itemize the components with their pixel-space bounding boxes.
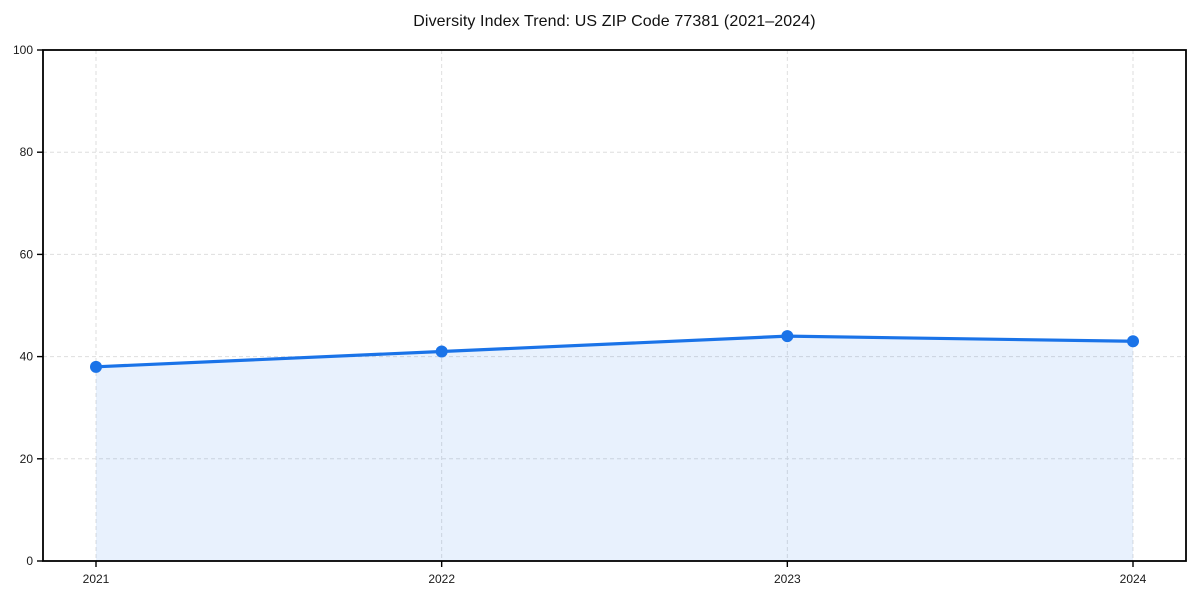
y-tick-label: 40: [20, 350, 34, 364]
x-tick-label: 2022: [428, 572, 455, 586]
trend-line: [94, 334, 1135, 369]
y-tick-label: 20: [20, 452, 34, 466]
y-tick-label: 60: [20, 247, 34, 261]
y-tick-label: 100: [13, 43, 33, 57]
x-tick-label: 2023: [774, 572, 801, 586]
x-tick-label: 2024: [1120, 572, 1147, 586]
y-tick-label: 0: [26, 554, 33, 568]
data-point: [1127, 335, 1139, 348]
chart-title: Diversity Index Trend: US ZIP Code 77381…: [413, 13, 816, 30]
data-point: [781, 330, 794, 343]
y-tick-label: 80: [20, 145, 34, 159]
data-point: [435, 345, 448, 358]
data-point: [90, 360, 102, 373]
x-tick-label: 2021: [83, 572, 110, 586]
area-fill: [96, 336, 1133, 561]
plot-frame: [42, 49, 1187, 562]
